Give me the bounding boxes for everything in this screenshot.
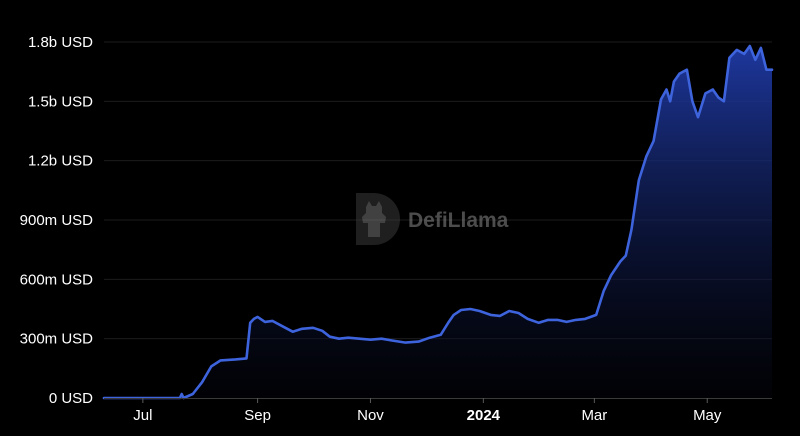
y-axis: 0 USD 300m USD 600m USD 900m USD 1.2b USD 1.5… — [20, 34, 94, 407]
x-tick-label: Jul — [133, 407, 152, 424]
series-line — [102, 44, 774, 400]
x-tick-label: Nov — [357, 407, 384, 424]
y-tick-label: 600m USD — [20, 271, 94, 288]
x-tick-label: May — [693, 407, 722, 424]
area-fill — [104, 46, 772, 398]
y-tick-label: 900m USD — [20, 212, 94, 229]
y-tick-label: 1.5b USD — [28, 93, 93, 110]
x-axis: Jul Sep Nov 2024 Mar May — [133, 398, 722, 424]
y-tick-label: 0 USD — [49, 390, 93, 407]
defillama-logo-icon — [356, 193, 400, 245]
watermark: DefiLlama — [356, 193, 509, 245]
watermark-text: DefiLlama — [408, 209, 509, 232]
y-tick-label: 1.8b USD — [28, 34, 93, 51]
y-tick-label: 1.2b USD — [28, 153, 93, 170]
y-tick-label: 300m USD — [20, 331, 94, 348]
x-tick-label: 2024 — [467, 407, 501, 424]
x-tick-label: Mar — [581, 407, 607, 424]
x-tick-label: Sep — [244, 407, 271, 424]
